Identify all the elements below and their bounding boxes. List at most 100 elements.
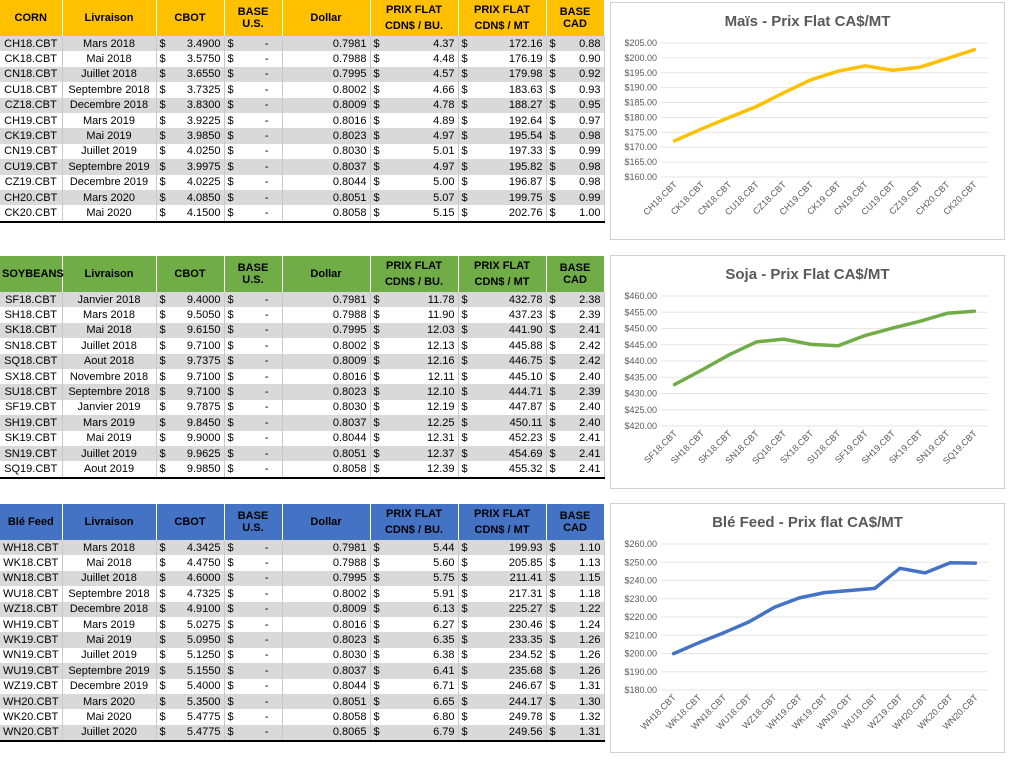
base-cad-header: BASE CAD — [546, 256, 605, 292]
dollar-cell: 0.8009 — [282, 601, 371, 617]
base-us-cell: $ - — [224, 647, 283, 664]
currency-symbol: $ — [159, 176, 166, 189]
livraison-cell: Decembre 2019 — [62, 678, 157, 694]
currency-symbol: $ — [227, 541, 234, 554]
cbot-cell: $9.7100 — [156, 368, 225, 385]
base-us-cell-value: - — [264, 386, 269, 399]
contract-cell: WH19.CBT — [0, 616, 63, 633]
base-cad-cell-value: 1.00 — [579, 206, 601, 219]
dollar-cell: 0.8030 — [282, 399, 371, 416]
currency-symbol: $ — [227, 695, 234, 708]
base-us-header: BASE U.S. — [224, 504, 283, 540]
base-cad-cell: $2.40 — [546, 415, 605, 431]
base-us-cell: $ - — [224, 112, 283, 129]
dollar-cell: 0.8051 — [282, 445, 371, 462]
contract-code: SK19.CBT — [4, 432, 57, 445]
base-us-cell: $ - — [224, 570, 283, 587]
currency-symbol: $ — [461, 618, 468, 631]
currency-symbol: $ — [373, 695, 380, 708]
base-us-cell-value: - — [264, 83, 269, 96]
prix-flat-bu-cell-value: 12.37 — [426, 447, 455, 460]
table-row: WK18.CBT Mai 2018 $4.4750 $ -0.7988 $5.60 $205… — [0, 555, 605, 571]
currency-symbol: $ — [373, 339, 380, 352]
base-cad-cell: $2.39 — [546, 384, 605, 400]
dollar-value: 0.8009 — [332, 603, 367, 616]
currency-symbol: $ — [549, 416, 556, 429]
prix-flat-mt-cell-value: 199.75 — [508, 191, 543, 204]
cbot-cell: $4.9100 — [156, 601, 225, 617]
currency-symbol: $ — [227, 114, 234, 127]
livraison-cell: Janvier 2018 — [62, 292, 157, 308]
contract-code: WU19.CBT — [3, 664, 59, 677]
livraison-value: Septembre 2018 — [68, 83, 150, 96]
cbot-cell-value: 3.9975 — [186, 160, 221, 173]
y-tick-label: $240.00 — [624, 576, 657, 586]
cbot-cell: $5.3500 — [156, 693, 225, 710]
commodity-header: SOYBEANS — [0, 256, 64, 292]
currency-symbol: $ — [549, 603, 556, 616]
livraison-value: Mars 2018 — [83, 37, 135, 50]
base-cad-cell-value: 1.26 — [579, 649, 601, 662]
currency-symbol: $ — [461, 37, 468, 50]
base-cad-cell: $0.93 — [546, 82, 605, 98]
prix-flat-mt-cell: $450.11 — [458, 415, 547, 431]
cbot-header: CBOT — [156, 504, 225, 540]
prix-flat-bu-cell: $5.07 — [370, 189, 459, 206]
livraison-value: Mars 2018 — [83, 309, 135, 322]
contract-code: WN20.CBT — [3, 726, 59, 739]
prix-flat-bu-cell-value: 5.91 — [433, 587, 455, 600]
prix-flat-mt-cell: $249.56 — [458, 724, 547, 743]
currency-symbol: $ — [549, 401, 556, 414]
currency-symbol: $ — [227, 355, 234, 368]
cbot-cell-value: 4.0225 — [186, 176, 221, 189]
contract-code: WK18.CBT — [3, 557, 59, 570]
prix-flat-mt-header: PRIX FLAT CDN$ / MT — [458, 256, 547, 292]
cbot-header: CBOT — [156, 256, 225, 292]
contract-cell: SF19.CBT — [0, 399, 63, 416]
base-cad-header: BASE CAD — [546, 504, 605, 540]
prix-flat-mt-cell-value: 444.71 — [508, 386, 543, 399]
base-cad-cell-value: 2.41 — [579, 432, 601, 445]
cbot-cell: $4.0250 — [156, 143, 225, 160]
currency-symbol: $ — [373, 324, 380, 337]
base-us-cell-value: - — [264, 160, 269, 173]
dollar-value: 0.8037 — [332, 416, 367, 429]
dollar-value: 0.8030 — [332, 145, 367, 158]
currency-symbol: $ — [227, 53, 234, 66]
y-tick-label: $185.00 — [624, 98, 657, 108]
base-cad-cell-value: 1.15 — [579, 572, 601, 585]
cbot-cell-value: 5.4775 — [186, 726, 221, 739]
base-us-cell-value: - — [264, 432, 269, 445]
y-tick-label: $450.00 — [624, 324, 657, 334]
prix-flat-bu-cell-value: 5.01 — [433, 145, 455, 158]
currency-symbol: $ — [549, 355, 556, 368]
currency-symbol: $ — [227, 710, 234, 723]
currency-symbol: $ — [461, 416, 468, 429]
table-row: WK20.CBT Mai 2020 $5.4775 $ -0.8058 $6.80 $249… — [0, 709, 605, 725]
contract-cell: SF18.CBT — [0, 292, 63, 308]
livraison-value: Aout 2019 — [83, 462, 135, 475]
base-cad-cell: $2.40 — [546, 399, 605, 416]
dollar-value: 0.8051 — [332, 447, 367, 460]
currency-symbol: $ — [227, 587, 234, 600]
currency-symbol: $ — [461, 587, 468, 600]
currency-symbol: $ — [549, 680, 556, 693]
contract-code: WK20.CBT — [3, 710, 59, 723]
currency-symbol: $ — [461, 447, 468, 460]
livraison-value: Septembre 2019 — [68, 664, 150, 677]
base-us-cell-value: - — [264, 726, 269, 739]
contract-cell: CN19.CBT — [0, 143, 63, 160]
currency-symbol: $ — [373, 710, 380, 723]
prix-flat-mt-cell: $437.23 — [458, 307, 547, 323]
dollar-value: 0.8058 — [332, 206, 367, 219]
table-row: WN19.CBT Juillet 2019 $5.1250 $ -0.8030 $6.38… — [0, 647, 605, 664]
base-us-cell: $ - — [224, 586, 283, 602]
y-tick-label: $165.00 — [624, 157, 657, 167]
dollar-cell: 0.7988 — [282, 555, 371, 571]
contract-cell: SH19.CBT — [0, 415, 63, 431]
prix-flat-bu-cell: $5.01 — [370, 143, 459, 160]
chart-title: Blé Feed - Prix flat CA$/MT — [712, 514, 903, 531]
livraison-header: Livraison — [62, 0, 157, 36]
base-us-cell-value: - — [264, 114, 269, 127]
livraison-cell: Mars 2020 — [62, 189, 157, 206]
